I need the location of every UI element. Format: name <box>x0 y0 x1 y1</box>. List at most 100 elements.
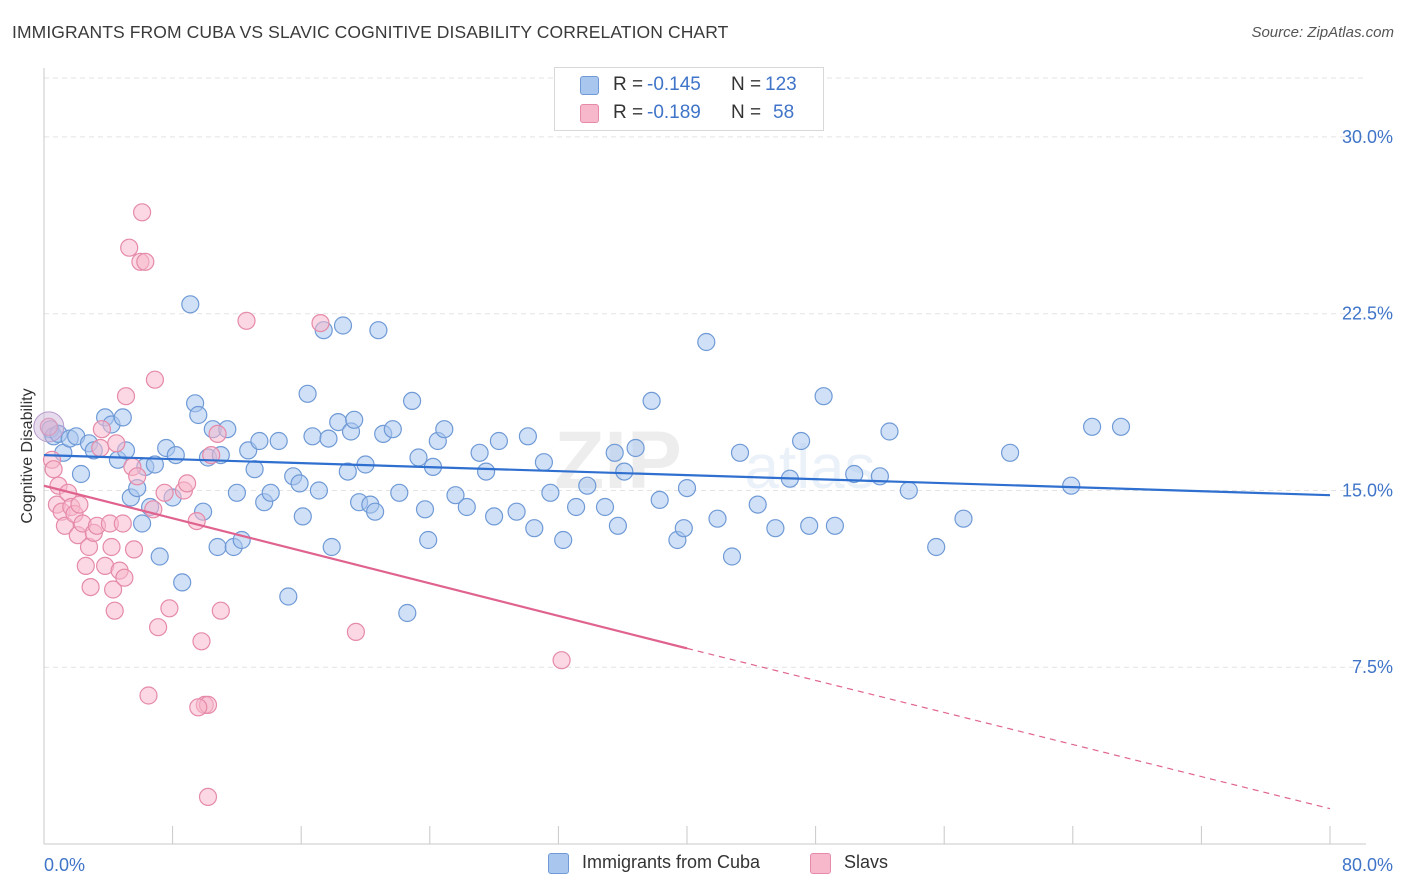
point-cuba <box>173 573 192 592</box>
point-slavs <box>44 460 63 479</box>
point-cuba <box>927 537 946 557</box>
point-slavs <box>160 599 179 618</box>
point-slavs <box>120 238 139 257</box>
point-cuba <box>309 481 328 500</box>
point-slavs <box>136 252 155 271</box>
point-cuba <box>261 483 280 502</box>
point-cuba <box>189 405 208 425</box>
chart-title: IMMIGRANTS FROM CUBA VS SLAVIC COGNITIVE… <box>12 22 729 42</box>
y-tick-label: 7.5% <box>1352 657 1393 677</box>
point-cuba <box>1062 476 1081 495</box>
y-tick-label: 30.0% <box>1342 127 1393 147</box>
point-slavs <box>178 474 197 493</box>
point-cuba <box>298 384 317 403</box>
bottom-legend-swatch-slavs <box>810 853 831 874</box>
point-cuba <box>525 519 544 538</box>
point-cuba <box>825 516 845 535</box>
point-slavs <box>237 311 256 330</box>
bottom-legend-label-slavs: Slavs <box>844 852 889 872</box>
point-slavs <box>116 387 136 406</box>
point-cuba <box>708 509 727 528</box>
point-cuba <box>748 495 767 514</box>
point-slavs <box>155 483 174 502</box>
point-slavs <box>107 434 126 453</box>
point-cuba <box>446 486 465 505</box>
legend-swatch-slavs <box>580 104 599 123</box>
point-cuba <box>390 483 409 502</box>
trend-line-slavs <box>43 484 688 650</box>
point-slavs <box>189 698 208 717</box>
tick-labels: 7.5% 15.0% 22.5% 30.0% 0.0% 80.0% <box>44 127 1393 875</box>
legend-swatch-cuba <box>580 76 599 95</box>
point-cuba <box>766 519 785 538</box>
x-tick-label-max: 80.0% <box>1342 855 1393 875</box>
y-tick-label: 22.5% <box>1342 304 1393 324</box>
point-cuba <box>208 537 227 557</box>
point-cuba <box>489 431 508 451</box>
point-slavs <box>91 438 110 458</box>
point-cuba <box>814 387 833 406</box>
source-credit: Source: ZipAtlas.com <box>1251 24 1394 41</box>
point-cuba <box>181 295 200 314</box>
point-cuba <box>534 453 554 472</box>
point-cuba <box>290 474 309 493</box>
point-slavs <box>128 467 147 486</box>
point-cuba <box>71 464 91 484</box>
point-cluster <box>33 411 65 443</box>
point-slavs <box>208 424 227 443</box>
point-cuba <box>369 321 388 340</box>
point-cuba <box>279 587 298 606</box>
point-cuba <box>245 460 264 479</box>
point-slavs <box>70 495 89 514</box>
y-tick-label: 15.0% <box>1342 480 1393 500</box>
point-cuba <box>554 530 573 550</box>
point-slavs <box>552 651 571 670</box>
point-slavs <box>133 203 152 222</box>
point-slavs <box>192 632 211 651</box>
point-cuba <box>338 462 357 481</box>
point-cuba <box>419 530 438 550</box>
point-cuba <box>880 422 899 441</box>
point-cuba <box>366 502 385 521</box>
bottom-legend-swatch-cuba <box>548 853 569 874</box>
x-tick-label-min: 0.0% <box>44 855 85 875</box>
point-cuba <box>697 332 716 352</box>
point-cuba <box>518 427 538 446</box>
point-cuba <box>954 509 973 528</box>
legend-r-label: R = <box>613 74 644 95</box>
point-cuba <box>722 547 742 566</box>
data-points <box>33 203 1131 807</box>
legend-n-label: N = <box>731 102 762 123</box>
legend-r-value: -0.145 <box>647 74 701 95</box>
legend-row-slavs: R = -0.189 N = 58 <box>555 100 823 128</box>
point-cuba <box>477 462 496 481</box>
legend-n-label: N = <box>731 74 762 95</box>
point-slavs <box>76 556 95 576</box>
point-cuba <box>1082 417 1102 436</box>
point-slavs <box>211 601 230 620</box>
bottom-legend-label-cuba: Immigrants from Cuba <box>582 852 761 872</box>
point-cuba <box>145 455 164 474</box>
point-slavs <box>103 580 123 599</box>
point-cuba <box>457 497 476 517</box>
point-cuba <box>133 514 152 533</box>
point-cuba <box>845 464 864 484</box>
point-cuba <box>435 420 454 439</box>
point-cuba <box>626 438 645 458</box>
point-cuba <box>578 476 597 495</box>
point-slavs <box>105 601 124 620</box>
point-cuba <box>303 427 322 446</box>
point-cuba <box>383 420 402 439</box>
point-cuba <box>507 502 526 521</box>
trend-line-slavs-extension <box>686 647 1331 810</box>
point-cuba <box>250 431 269 451</box>
point-slavs <box>102 537 121 557</box>
point-cuba <box>608 516 628 535</box>
legend-n-value: 123 <box>765 74 797 95</box>
point-slavs <box>149 618 168 637</box>
point-slavs <box>145 370 164 389</box>
point-cuba <box>269 431 288 451</box>
point-cuba <box>345 410 364 429</box>
legend-row-cuba: R = -0.145 N = 123 <box>555 72 823 100</box>
